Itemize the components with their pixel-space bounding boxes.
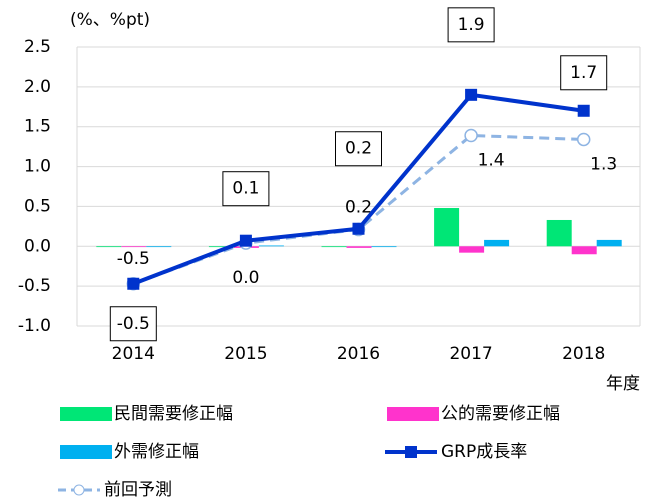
legend-swatch — [60, 445, 112, 459]
legend-label: GRP成長率 — [441, 442, 527, 462]
value-label: 1.4 — [478, 150, 505, 170]
forecast-marker — [576, 132, 591, 147]
y-tick-label: 2.5 — [24, 37, 51, 57]
value-label: 0.2 — [345, 198, 372, 218]
value-label: 0.0 — [232, 268, 259, 288]
legend-marker — [405, 446, 417, 458]
growth-marker — [465, 88, 478, 101]
bar — [96, 246, 122, 248]
value-label: 1.7 — [570, 63, 597, 83]
legend-label: 公的需要修正幅 — [441, 404, 560, 424]
bar — [484, 239, 510, 247]
value-label: -0.5 — [117, 314, 150, 334]
label-box — [222, 171, 270, 207]
x-tick-label: 2017 — [449, 344, 492, 364]
legend-label: 外需修正幅 — [114, 442, 199, 462]
x-tick-label: 2014 — [112, 344, 155, 364]
legend-label: 前回予測 — [104, 480, 172, 498]
bar — [346, 246, 372, 248]
label-box — [109, 306, 157, 342]
bar — [546, 219, 572, 247]
growth-marker — [577, 104, 590, 117]
y-tick-label: 1.0 — [24, 157, 51, 177]
bar — [208, 246, 234, 248]
label-box — [447, 7, 495, 43]
bar — [571, 246, 597, 255]
growth-marker — [127, 277, 140, 290]
growth-line — [132, 92, 584, 286]
value-label: 1.3 — [590, 154, 617, 174]
value-label: 1.9 — [458, 15, 485, 35]
forecast-marker — [464, 128, 478, 143]
y-axis-label: (%、%pt) — [70, 10, 150, 30]
label-box — [335, 131, 382, 167]
y-tick-label: 0.0 — [24, 236, 51, 256]
value-label: 0.1 — [232, 179, 259, 199]
x-tick-label: 2018 — [562, 344, 605, 364]
value-label: 0.2 — [345, 139, 372, 159]
legend-swatch — [60, 407, 112, 421]
x-tick-label: 2015 — [224, 344, 267, 364]
bar — [258, 245, 284, 247]
legend-swatch — [387, 407, 439, 421]
y-tick-label: -0.5 — [18, 276, 51, 296]
legend-label: 民間需要修正幅 — [114, 404, 233, 424]
bar — [321, 246, 347, 248]
x-tick-label: 2016 — [337, 344, 380, 364]
y-tick-label: 1.5 — [24, 117, 51, 137]
growth-marker — [352, 222, 365, 235]
label-box — [560, 55, 608, 91]
bar — [434, 208, 460, 247]
legend-marker — [73, 484, 85, 496]
y-tick-label: 0.5 — [24, 196, 51, 216]
bar — [459, 246, 485, 253]
bar — [371, 246, 397, 248]
x-axis-label: 年度 — [606, 374, 640, 394]
bar — [146, 246, 172, 248]
growth-marker — [239, 234, 252, 247]
y-tick-label: -1.0 — [18, 316, 51, 336]
bar — [596, 239, 622, 247]
bar — [121, 246, 147, 248]
y-tick-label: 2.0 — [24, 77, 51, 97]
value-label: -0.5 — [117, 249, 150, 269]
